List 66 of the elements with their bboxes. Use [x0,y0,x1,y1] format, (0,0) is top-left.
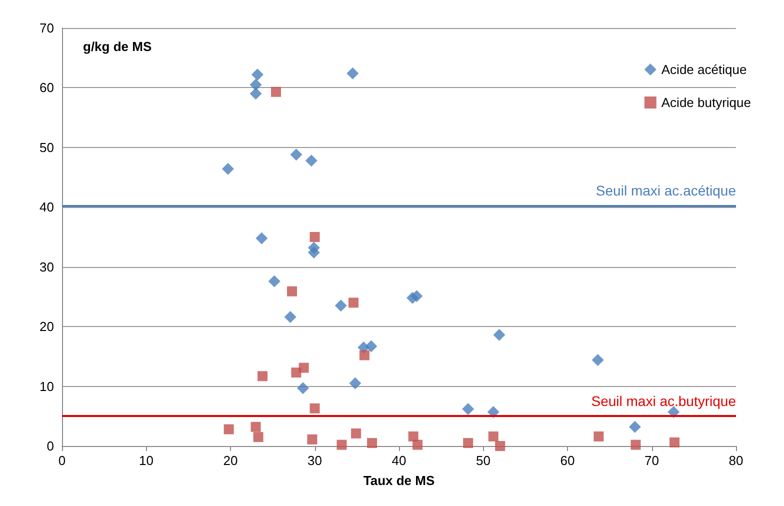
y-tick-label: 10 [40,378,54,394]
x-axis-title: Taux de MS [363,473,435,488]
point [334,300,347,312]
point [669,437,680,448]
legend-label: Acide acétique [661,62,747,77]
x-tick-label: 10 [139,453,154,468]
y-tick-label: 50 [40,140,54,155]
point [359,350,370,360]
y-tick-label: 60 [40,80,54,96]
point [308,246,320,259]
point [250,422,261,432]
point [284,311,296,324]
point [365,340,378,352]
x-tick-label: 80 [728,453,744,468]
point [296,382,309,394]
point [463,438,474,448]
point [488,431,498,442]
point [349,377,362,390]
point [270,86,281,97]
point [410,290,423,302]
point [412,440,423,450]
point [594,431,604,442]
point [310,232,320,242]
point [346,67,359,80]
point [336,440,347,450]
point [367,438,378,448]
ref-line-label: Seuil maxi ac.acétique [596,182,736,198]
point [253,432,264,442]
point [258,371,268,382]
point [592,354,604,366]
x-tick-label: 70 [644,453,659,468]
x-tick-label: 50 [476,453,490,468]
point [462,402,474,415]
x-tick-label: 0 [58,453,66,468]
y-tick-label: 70 [40,20,54,36]
x-tick-label: 20 [223,453,238,468]
point [250,78,262,91]
x-tick-label: 40 [392,453,406,468]
point [305,154,318,167]
point [408,431,418,442]
y-tick-label: 40 [40,200,54,215]
point [630,440,641,450]
point [256,232,268,244]
point [287,286,298,296]
point [628,420,641,433]
point [222,162,234,175]
point [348,298,359,308]
y-axis-title: g/kg de MS [83,39,152,54]
point [290,148,302,161]
y-tick-label: 30 [40,259,54,274]
point [250,88,262,100]
ref-line-label: Seuil maxi ac.butyrique [591,393,736,410]
x-tick-label: 30 [308,453,322,468]
point [291,368,302,378]
y-tick-label: 20 [40,319,54,334]
point [268,275,280,288]
point [493,328,506,341]
y-tick-label: 0 [46,438,54,454]
legend-label: Acide butyrique [661,95,752,110]
point [251,68,264,81]
point [351,428,362,438]
point [495,441,506,451]
point [310,403,320,414]
x-tick-label: 60 [560,453,575,468]
point [307,434,318,444]
point [224,424,234,434]
